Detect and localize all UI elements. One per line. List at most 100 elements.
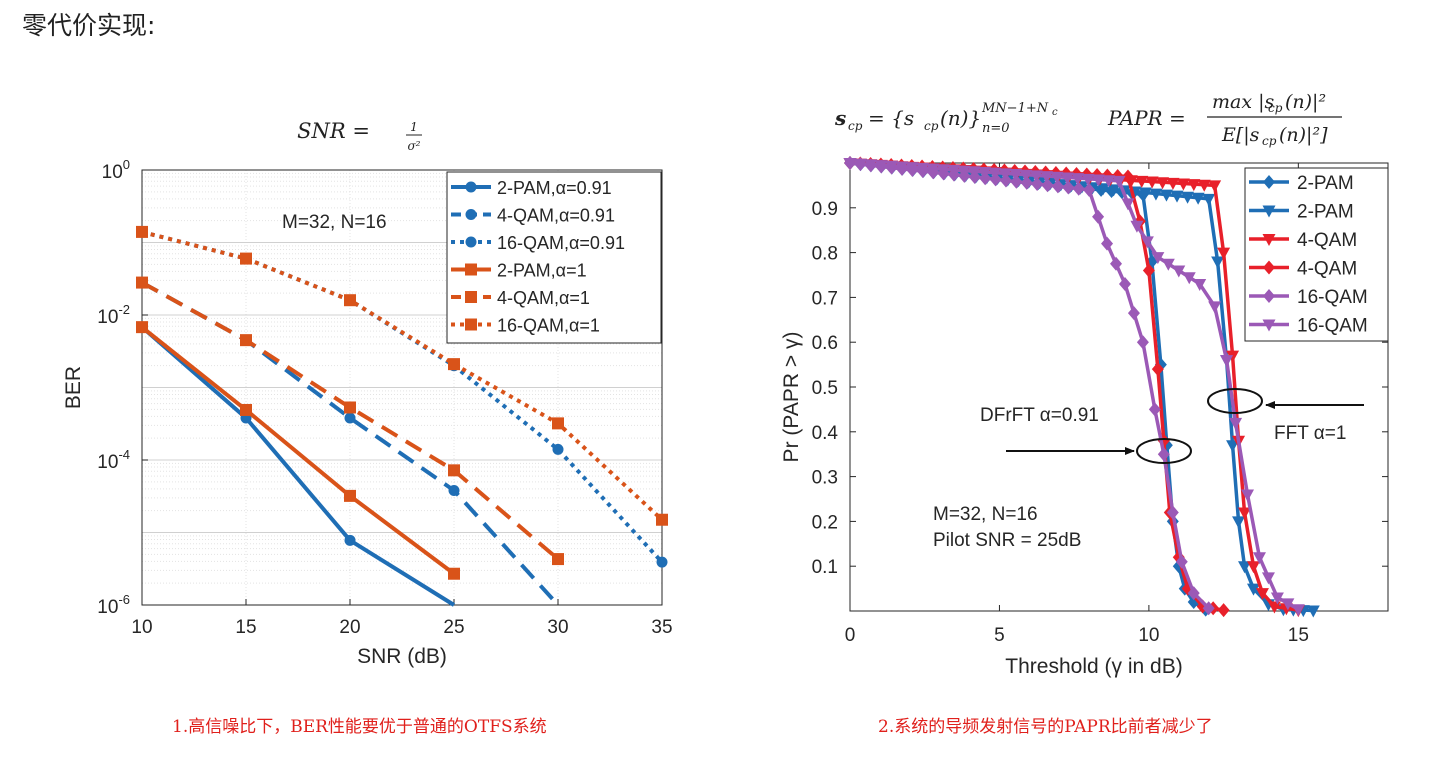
series-line bbox=[140, 325, 456, 607]
data-point bbox=[1121, 169, 1134, 184]
x-axis-label: SNR (dB) bbox=[357, 645, 447, 668]
x-tick-label: 10 bbox=[1138, 625, 1159, 646]
data-point bbox=[1151, 252, 1165, 265]
data-point bbox=[344, 412, 356, 424]
chart-title: s cp = {s cp (n)} MN−1+N cn=0 PAPR =max |scp (n)… bbox=[834, 91, 1342, 148]
data-point bbox=[905, 162, 919, 175]
y-tick-label: 10-4 bbox=[97, 447, 130, 473]
data-point bbox=[1217, 603, 1230, 618]
data-point bbox=[656, 513, 668, 526]
y-tick-base: 10 bbox=[97, 597, 118, 618]
data-point bbox=[240, 334, 252, 347]
data-point bbox=[1157, 447, 1170, 462]
data-point bbox=[448, 484, 460, 496]
page-heading: 零代价实现: bbox=[22, 11, 156, 40]
data-point bbox=[979, 171, 992, 186]
data-point bbox=[1255, 588, 1269, 601]
data-point bbox=[1161, 258, 1175, 271]
data-point bbox=[448, 464, 460, 477]
data-point bbox=[1252, 552, 1266, 565]
data-point bbox=[552, 553, 564, 566]
annotation-pilot: Pilot SNR = 25dB bbox=[933, 530, 1081, 551]
data-point bbox=[1041, 178, 1054, 193]
legend-marker bbox=[465, 209, 477, 220]
data-point bbox=[884, 160, 898, 173]
series-5 bbox=[843, 158, 1305, 617]
title-set-sup: MN−1+N bbox=[981, 101, 1049, 116]
data-point bbox=[1166, 505, 1179, 520]
data-point bbox=[1040, 171, 1054, 184]
x-tick-label: 5 bbox=[994, 625, 1005, 646]
annotation-dfrft: DFrFT α=0.91 bbox=[980, 405, 1099, 426]
plot-frame bbox=[141, 169, 663, 606]
x-tick-label: 30 bbox=[547, 617, 568, 638]
data-point bbox=[1130, 220, 1144, 233]
legend: 2-PAM,α=0.91 4-QAM,α=0.91 16-QAM,α=0.91 2-P… bbox=[446, 171, 662, 344]
legend-marker bbox=[1262, 234, 1276, 246]
data-point bbox=[1241, 489, 1255, 502]
x-axis-label: Threshold (γ in dB) bbox=[1005, 655, 1182, 678]
legend-box bbox=[446, 171, 662, 344]
data-point bbox=[1138, 187, 1152, 200]
series-3 bbox=[136, 321, 460, 580]
data-point bbox=[656, 556, 668, 568]
data-point bbox=[1193, 278, 1207, 291]
data-point bbox=[1281, 598, 1295, 611]
data-point bbox=[1247, 561, 1260, 574]
y-tick-base: 10 bbox=[97, 452, 118, 473]
data-point bbox=[1072, 181, 1085, 196]
y-tick-base: 10 bbox=[102, 162, 123, 183]
title-lhs: SNR = bbox=[297, 119, 370, 143]
data-point bbox=[1202, 193, 1216, 206]
legend-marker bbox=[465, 318, 477, 331]
data-point bbox=[978, 166, 991, 179]
data-point bbox=[843, 158, 857, 170]
data-point bbox=[1267, 601, 1281, 614]
legend-label: 4-QAM bbox=[1297, 259, 1357, 280]
data-point bbox=[1187, 179, 1201, 192]
data-point bbox=[344, 401, 356, 414]
data-point bbox=[999, 173, 1012, 188]
data-point bbox=[136, 321, 148, 334]
data-point bbox=[136, 225, 148, 238]
data-point bbox=[1010, 174, 1023, 189]
title-set-open: = {s bbox=[868, 106, 914, 130]
data-point bbox=[1127, 306, 1140, 321]
data-point bbox=[1140, 236, 1154, 249]
data-point bbox=[344, 534, 356, 546]
highlight-ellipse-dfrft bbox=[1136, 438, 1192, 464]
title-s-sub: cp bbox=[848, 119, 863, 133]
data-point bbox=[1229, 417, 1243, 430]
data-point bbox=[1226, 350, 1240, 363]
title-set-sub: cp bbox=[924, 119, 939, 133]
data-point bbox=[957, 165, 971, 178]
x-tick-label: 10 bbox=[131, 617, 152, 638]
title-papr-den: E[|s bbox=[1221, 124, 1260, 146]
annotation-params: M=32, N=16 bbox=[282, 212, 387, 233]
y-tick-label: 100 bbox=[102, 157, 130, 183]
data-point bbox=[1238, 561, 1252, 574]
y-tick-label: 0.4 bbox=[812, 423, 839, 444]
legend-label: 16-QAM bbox=[1297, 316, 1368, 337]
legend-label: 16-QAM,α=1 bbox=[497, 316, 600, 336]
legend-marker bbox=[1263, 175, 1275, 189]
data-point bbox=[1135, 175, 1149, 188]
y-tick-base: 10 bbox=[97, 307, 118, 328]
y-tick-exponent: -6 bbox=[118, 592, 130, 607]
title-papr-den-sub: cp bbox=[1262, 134, 1277, 148]
data-point bbox=[864, 159, 878, 172]
data-point bbox=[1083, 182, 1096, 197]
data-point bbox=[1101, 236, 1114, 251]
legend: 2-PAM 2-PAM 4-QAM 4-QAM 16-QAM 16-QAM bbox=[1244, 167, 1389, 342]
data-point bbox=[1238, 507, 1252, 520]
legend-marker bbox=[1262, 205, 1276, 218]
data-point bbox=[989, 172, 1002, 187]
data-point bbox=[926, 163, 940, 176]
y-tick-label: 0.3 bbox=[812, 468, 838, 489]
data-point bbox=[853, 158, 867, 171]
legend-label: 2-PAM bbox=[1297, 202, 1354, 223]
title-set-close: (n)} bbox=[940, 106, 981, 130]
data-point bbox=[1062, 180, 1075, 195]
y-tick-label: 0.2 bbox=[812, 512, 838, 533]
